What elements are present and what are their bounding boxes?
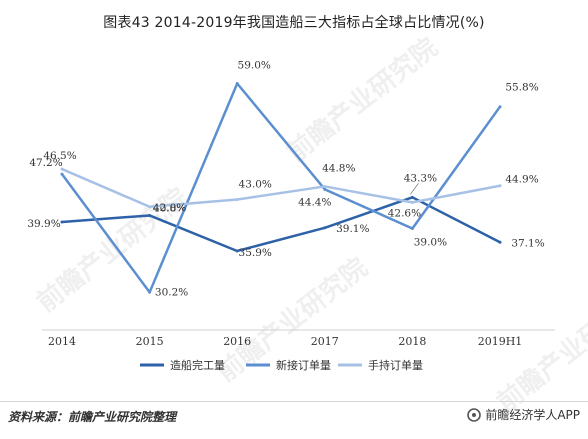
data-label: 37.1% [511, 237, 544, 249]
data-point [410, 195, 414, 199]
data-point [148, 213, 152, 217]
line-chart: 2014 2015 2016 2017 2018 2019H139.9%40.8%35.9… [27, 60, 555, 372]
series-line [61, 196, 501, 253]
data-point [498, 184, 502, 188]
data-point [60, 172, 64, 176]
data-label: 42.6% [388, 207, 421, 219]
data-point [235, 82, 239, 85]
series-line [60, 82, 502, 294]
data-label: 35.9% [239, 247, 272, 259]
footer-divider [0, 401, 588, 402]
source-note: 资料来源：前瞻产业研究院整理 [8, 410, 177, 424]
brand-name: 前瞻经济学人APP [485, 408, 580, 422]
data-label: 44.8% [322, 162, 355, 174]
x-tick-label: 2014 [48, 335, 76, 348]
data-point [148, 205, 152, 209]
data-label: 47.2% [29, 157, 62, 169]
data-point [235, 249, 239, 253]
data-label: 42.0% [153, 202, 186, 214]
brand-logo-icon [467, 407, 482, 422]
data-label: 43.3% [404, 172, 437, 184]
data-label: 39.1% [336, 223, 369, 235]
data-point [148, 290, 152, 294]
data-point [323, 187, 327, 191]
data-point [498, 240, 502, 244]
data-point [410, 227, 414, 230]
data-point [323, 226, 327, 230]
data-point [410, 200, 414, 204]
data-point [60, 220, 64, 224]
label-leader-line [410, 183, 419, 195]
data-label: 30.2% [155, 286, 188, 298]
data-point [235, 198, 239, 201]
data-point [323, 184, 327, 188]
legend-label: 手持订单量 [368, 358, 423, 372]
data-label: 43.0% [239, 179, 272, 191]
data-label: 39.9% [27, 218, 60, 230]
data-label: 44.9% [505, 174, 538, 186]
data-label: 39.0% [414, 237, 447, 249]
series-line [61, 167, 501, 208]
data-label: 44.4% [298, 196, 331, 208]
data-point [498, 105, 502, 109]
x-tick-label: 2019H1 [478, 335, 523, 348]
legend-label: 造船完工量 [170, 358, 225, 372]
data-label: 55.8% [505, 82, 538, 94]
brand-credit: 前瞻经济学人APP [467, 406, 580, 423]
x-tick-label: 2015 [136, 335, 164, 348]
x-tick-label: 2017 [311, 335, 339, 348]
chart-title: 图表43 2014-2019年我国造船三大指标占全球占比情况(%) [103, 15, 485, 31]
data-label: 59.0% [238, 60, 271, 72]
x-tick-label: 2016 [223, 335, 251, 348]
x-tick-label: 2018 [398, 335, 426, 348]
data-label: 46.5% [43, 150, 76, 162]
legend-label: 新接订单量 [276, 358, 331, 372]
data-point [60, 167, 64, 171]
